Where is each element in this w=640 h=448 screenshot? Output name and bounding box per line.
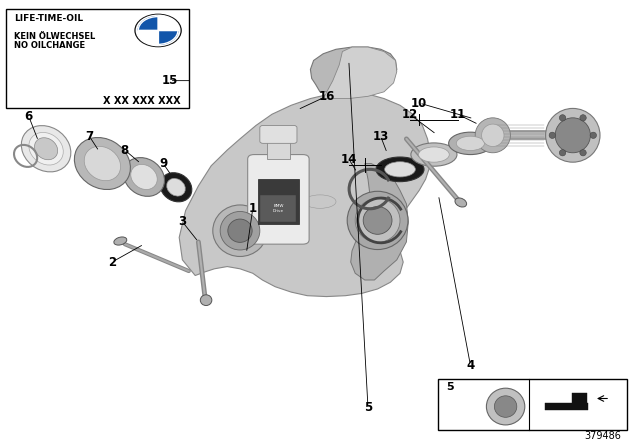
- Ellipse shape: [495, 396, 517, 418]
- Ellipse shape: [21, 125, 71, 172]
- Ellipse shape: [84, 146, 120, 181]
- Bar: [572, 393, 587, 403]
- Ellipse shape: [559, 115, 566, 121]
- Ellipse shape: [580, 150, 586, 156]
- Ellipse shape: [131, 164, 157, 190]
- Text: 16: 16: [318, 90, 335, 103]
- Ellipse shape: [455, 198, 467, 207]
- Ellipse shape: [376, 157, 424, 182]
- Bar: [545, 403, 588, 410]
- Ellipse shape: [449, 132, 492, 155]
- Text: 9: 9: [159, 157, 167, 170]
- Text: 13: 13: [372, 130, 389, 143]
- Text: 1: 1: [249, 202, 257, 215]
- Wedge shape: [138, 17, 158, 30]
- Ellipse shape: [228, 219, 252, 242]
- Ellipse shape: [29, 133, 63, 165]
- Polygon shape: [323, 47, 397, 99]
- Text: 15: 15: [161, 74, 178, 87]
- Ellipse shape: [481, 124, 504, 146]
- Text: 379486: 379486: [584, 431, 621, 441]
- Text: 5: 5: [446, 382, 454, 392]
- Text: 12: 12: [401, 108, 418, 121]
- Bar: [6, 9, 189, 108]
- Text: X XX XXX XXX: X XX XXX XXX: [104, 96, 181, 106]
- Bar: [260, 195, 296, 222]
- Text: 8: 8: [121, 143, 129, 157]
- Text: 4: 4: [467, 358, 474, 372]
- Polygon shape: [351, 164, 408, 280]
- Ellipse shape: [419, 147, 449, 162]
- Bar: [438, 379, 627, 430]
- Ellipse shape: [74, 138, 131, 190]
- Wedge shape: [138, 30, 158, 44]
- Polygon shape: [310, 47, 397, 92]
- Text: 7: 7: [86, 130, 93, 143]
- Ellipse shape: [160, 173, 192, 202]
- Ellipse shape: [555, 118, 590, 153]
- Ellipse shape: [545, 108, 600, 162]
- Ellipse shape: [549, 132, 556, 138]
- FancyBboxPatch shape: [260, 125, 297, 143]
- Text: 2: 2: [108, 255, 116, 269]
- Ellipse shape: [220, 211, 260, 250]
- Ellipse shape: [364, 207, 392, 234]
- Text: KEIN ÖLWECHSEL: KEIN ÖLWECHSEL: [14, 32, 95, 41]
- Text: 5: 5: [364, 401, 372, 414]
- Text: LIFE-TIME-OIL: LIFE-TIME-OIL: [14, 14, 83, 23]
- Ellipse shape: [590, 132, 596, 138]
- Text: 10: 10: [411, 96, 428, 110]
- Ellipse shape: [212, 205, 268, 256]
- Ellipse shape: [385, 162, 415, 177]
- Ellipse shape: [200, 295, 212, 306]
- Ellipse shape: [167, 178, 185, 196]
- Text: 6: 6: [25, 110, 33, 123]
- Text: 3: 3: [179, 215, 186, 228]
- Ellipse shape: [124, 158, 164, 196]
- Ellipse shape: [456, 136, 484, 151]
- Ellipse shape: [559, 150, 566, 156]
- Ellipse shape: [411, 143, 457, 166]
- Ellipse shape: [355, 198, 400, 242]
- Ellipse shape: [114, 237, 127, 245]
- Ellipse shape: [475, 118, 511, 153]
- Wedge shape: [158, 17, 178, 30]
- Circle shape: [136, 15, 180, 46]
- Ellipse shape: [580, 115, 586, 121]
- Polygon shape: [179, 92, 430, 297]
- Bar: [267, 141, 290, 159]
- Wedge shape: [158, 30, 178, 44]
- Ellipse shape: [347, 191, 408, 250]
- Text: NO OILCHANGE: NO OILCHANGE: [14, 41, 85, 50]
- FancyBboxPatch shape: [248, 155, 309, 244]
- Bar: [258, 179, 299, 224]
- Text: 14: 14: [340, 152, 357, 166]
- Text: 11: 11: [449, 108, 466, 121]
- Ellipse shape: [35, 138, 58, 160]
- Ellipse shape: [486, 388, 525, 425]
- Text: BMW
Drive: BMW Drive: [273, 204, 284, 213]
- Circle shape: [135, 14, 181, 47]
